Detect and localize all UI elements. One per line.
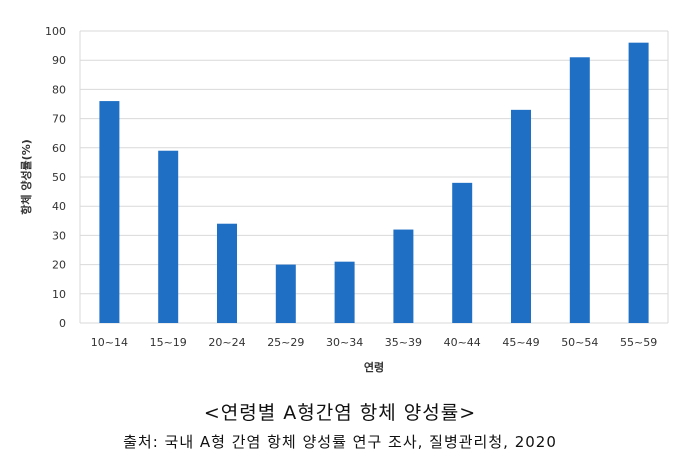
x-tick-label: 40~44 <box>444 336 481 349</box>
bar <box>275 264 296 323</box>
y-tick-label: 60 <box>52 142 66 155</box>
bars <box>99 42 649 324</box>
bar-chart: 0 10 20 30 40 50 60 70 80 90 100 10~14 15~19 20~24 25… <box>19 25 669 374</box>
y-axis-title: 항체 양성률(%) <box>19 139 33 215</box>
x-tick-label: 25~29 <box>267 336 304 349</box>
bar <box>511 109 531 323</box>
x-tick-label: 15~19 <box>150 336 187 349</box>
x-tick-label: 50~54 <box>561 336 598 349</box>
x-tick-label: 35~39 <box>385 336 422 349</box>
y-tick-label: 0 <box>59 317 66 330</box>
y-tick-label: 100 <box>45 25 66 38</box>
y-tick-label: 70 <box>52 113 66 126</box>
y-tick-label: 30 <box>52 229 66 242</box>
bar <box>452 182 473 323</box>
bar <box>569 57 590 323</box>
bar <box>628 42 649 324</box>
bar <box>334 261 355 323</box>
y-tick-label: 20 <box>52 259 66 272</box>
y-tick-label: 10 <box>52 288 66 301</box>
x-tick-label: 10~14 <box>91 336 128 349</box>
y-axis-ticks: 0 10 20 30 40 50 60 70 80 90 100 <box>45 25 66 330</box>
y-tick-label: 40 <box>52 200 66 213</box>
chart-caption: <연령별 A형간염 항체 양성률> <box>203 402 477 424</box>
bar <box>158 150 179 323</box>
y-tick-label: 90 <box>52 54 66 67</box>
x-tick-label: 30~34 <box>326 336 363 349</box>
x-axis-ticks: 10~14 15~19 20~24 25~29 30~34 35~39 40~44 45~49… <box>91 336 657 349</box>
x-axis-title: 연령 <box>364 360 384 374</box>
y-tick-label: 80 <box>52 83 66 96</box>
source-note: 출처: 국내 A형 간염 항체 양성률 연구 조사, 질병관리청, 2020 <box>123 433 557 451</box>
x-tick-label: 55~59 <box>620 336 657 349</box>
x-tick-label: 45~49 <box>502 336 539 349</box>
x-tick-label: 20~24 <box>208 336 245 349</box>
y-tick-label: 50 <box>52 171 66 184</box>
bar <box>393 229 414 323</box>
chart-area: 0 10 20 30 40 50 60 70 80 90 100 10~14 15~19 20~24 25… <box>19 25 669 374</box>
bar <box>217 223 237 323</box>
bar <box>99 101 120 323</box>
